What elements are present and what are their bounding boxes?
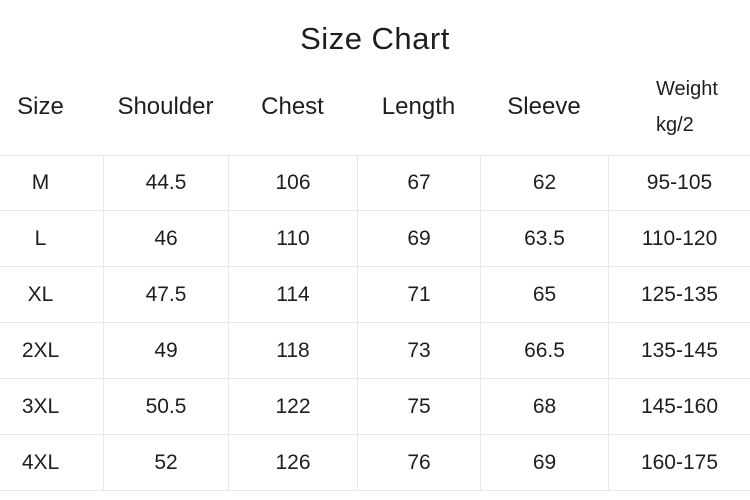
col-header-shoulder: Shoulder bbox=[117, 92, 214, 120]
shoulder-cell: 52 bbox=[103, 435, 228, 491]
weight-cell: 145-160 bbox=[608, 379, 750, 435]
sleeve-cell: 68 bbox=[480, 379, 608, 435]
size-cell: L bbox=[0, 211, 103, 267]
shoulder-cell: 47.5 bbox=[103, 267, 228, 323]
length-cell: 75 bbox=[357, 379, 480, 435]
chest-cell: 106 bbox=[228, 155, 357, 211]
chart-title: Size Chart bbox=[300, 21, 450, 56]
size-cell: M bbox=[0, 155, 103, 211]
sleeve-cell: 66.5 bbox=[480, 323, 608, 379]
size-chart-table: Size Shoulder Chest Length Sleeve Weight… bbox=[0, 58, 750, 491]
col-header-sleeve: Sleeve bbox=[507, 92, 581, 120]
weight-cell: 125-135 bbox=[608, 267, 750, 323]
sleeve-cell: 63.5 bbox=[480, 211, 608, 267]
length-cell: 71 bbox=[357, 267, 480, 323]
chest-cell: 126 bbox=[228, 435, 357, 491]
col-header-weight: Weight kg/2 bbox=[608, 58, 750, 155]
size-cell: XL bbox=[0, 267, 103, 323]
weight-header-line2: kg/2 bbox=[656, 113, 694, 136]
sleeve-cell: 62 bbox=[480, 155, 608, 211]
sleeve-cell: 65 bbox=[480, 267, 608, 323]
shoulder-cell: 46 bbox=[103, 211, 228, 267]
size-cell: 2XL bbox=[0, 323, 103, 379]
size-cell: 4XL bbox=[0, 435, 103, 491]
length-cell: 69 bbox=[357, 211, 480, 267]
shoulder-cell: 44.5 bbox=[103, 155, 228, 211]
shoulder-cell: 49 bbox=[103, 323, 228, 379]
chest-cell: 122 bbox=[228, 379, 357, 435]
col-header-chest: Chest bbox=[261, 92, 324, 120]
length-cell: 67 bbox=[357, 155, 480, 211]
weight-cell: 160-175 bbox=[608, 435, 750, 491]
length-cell: 76 bbox=[357, 435, 480, 491]
shoulder-cell: 50.5 bbox=[103, 379, 228, 435]
weight-header-line1: Weight bbox=[656, 77, 718, 100]
chest-cell: 118 bbox=[228, 323, 357, 379]
weight-cell: 110-120 bbox=[608, 211, 750, 267]
size-cell: 3XL bbox=[0, 379, 103, 435]
chest-cell: 110 bbox=[228, 211, 357, 267]
sleeve-cell: 69 bbox=[480, 435, 608, 491]
col-header-size: Size bbox=[17, 92, 64, 120]
weight-cell: 135-145 bbox=[608, 323, 750, 379]
weight-cell: 95-105 bbox=[608, 155, 750, 211]
length-cell: 73 bbox=[357, 323, 480, 379]
col-header-length: Length bbox=[381, 92, 456, 120]
chest-cell: 114 bbox=[228, 267, 357, 323]
